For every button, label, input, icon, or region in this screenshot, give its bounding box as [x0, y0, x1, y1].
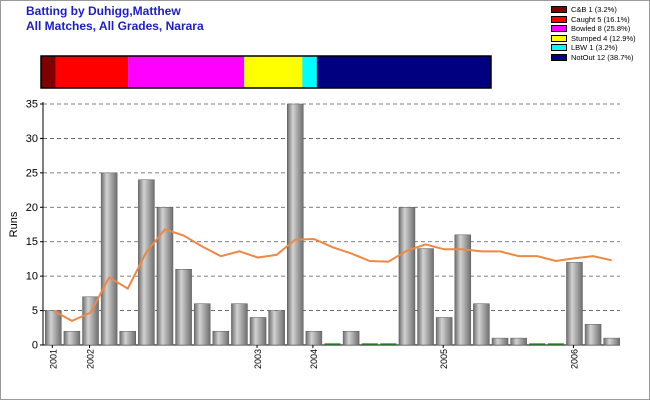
legend-item: C&B 1 (3.2%) [551, 5, 647, 15]
dismissal-segment [128, 56, 245, 88]
y-tick-label: 10 [26, 271, 38, 283]
y-tick-label: 15 [26, 236, 38, 248]
legend-label: NotOut 12 (38.7%) [571, 52, 634, 62]
legend-item: NotOut 12 (38.7%) [551, 53, 647, 63]
runs-bar [491, 337, 509, 346]
runs-bar [231, 303, 248, 346]
runs-bar [249, 317, 267, 346]
runs-bar [566, 262, 583, 346]
legend-swatch [551, 25, 567, 33]
legend-swatch [551, 34, 567, 42]
runs-bar [193, 303, 211, 346]
legend-swatch [551, 44, 567, 52]
dismissal-strip-border [40, 55, 492, 89]
runs-bar [603, 337, 620, 346]
year-label: 2005 [439, 349, 449, 369]
runs-bar [156, 207, 174, 346]
legend-label: LBW 1 (3.2%) [571, 43, 618, 53]
y-tick-label: 25 [26, 167, 38, 179]
runs-bar [342, 330, 360, 346]
dismissal-segment [302, 56, 317, 88]
legend-label: Stumped 4 (12.9%) [571, 33, 636, 43]
runs-bar [305, 330, 323, 346]
average-line [52, 228, 612, 323]
legend-item: Stumped 4 (12.9%) [551, 34, 647, 44]
runs-bar [138, 179, 155, 346]
year-label: 2001 [48, 349, 58, 369]
runs-bar [45, 310, 62, 346]
runs-bar [287, 103, 304, 346]
legend-swatch [551, 6, 567, 13]
runs-bar [473, 303, 490, 346]
year-label: 2002 [86, 349, 96, 369]
legend-item: LBW 1 (3.2%) [551, 43, 647, 53]
year-label: 2003 [253, 349, 263, 369]
y-tick-label: 30 [26, 133, 38, 145]
dismissal-segment [316, 56, 491, 88]
y-tick-label: 5 [32, 305, 38, 317]
y-tick-label: 35 [26, 99, 38, 111]
runs-bar [175, 269, 192, 346]
dismissal-segment [55, 56, 129, 88]
legend-label: Bowled 8 (25.8%) [571, 24, 631, 34]
runs-bar [82, 296, 99, 346]
chart-title: Batting by Duhigg,Matthew [26, 4, 181, 18]
runs-bar [510, 337, 527, 346]
chart-subtitle: All Matches, All Grades, Narara [26, 19, 204, 33]
runs-bar [454, 234, 472, 346]
y-axis-label: Runs [8, 211, 20, 237]
runs-bar [417, 248, 434, 346]
legend-swatch [551, 15, 567, 23]
year-label: 2006 [569, 349, 579, 369]
y-tick-label: 20 [26, 202, 38, 214]
runs-bar [63, 330, 81, 346]
runs-bar [212, 330, 230, 346]
runs-bar [435, 317, 453, 346]
legend-swatch [551, 53, 567, 61]
dismissal-segment [41, 56, 56, 88]
legend-label: C&B 1 (3.2%) [571, 5, 617, 14]
legend-item: Caught 5 (16.1%) [551, 15, 647, 25]
runs-bar [100, 172, 118, 346]
runs-bar [268, 310, 285, 346]
year-label: 2004 [309, 349, 319, 369]
runs-bar [119, 330, 137, 346]
legend-item: Bowled 8 (25.8%) [551, 24, 647, 34]
runs-bar [398, 207, 416, 346]
dismissal-legend: C&B 1 (3.2%) Caught 5 (16.1%) Bowled 8 (25… [551, 5, 647, 63]
dismissal-segment [244, 56, 303, 88]
legend-label: Caught 5 (16.1%) [571, 14, 630, 24]
y-tick-label: 0 [32, 340, 38, 352]
runs-bar [584, 324, 602, 346]
